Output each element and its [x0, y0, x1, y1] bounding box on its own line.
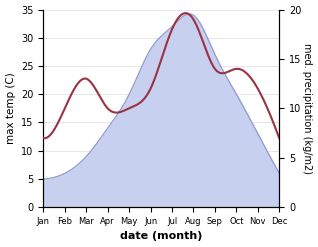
X-axis label: date (month): date (month)	[120, 231, 203, 242]
Y-axis label: max temp (C): max temp (C)	[5, 72, 16, 144]
Y-axis label: med. precipitation (kg/m2): med. precipitation (kg/m2)	[302, 43, 313, 174]
